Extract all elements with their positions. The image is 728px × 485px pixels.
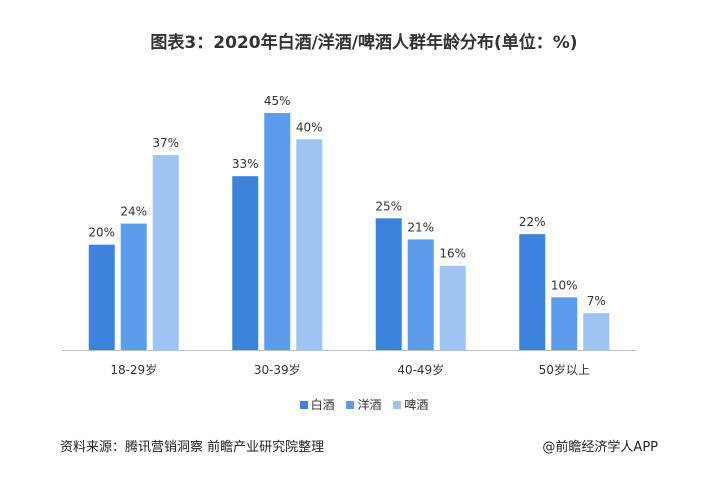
category-label: 40-49岁: [397, 362, 444, 377]
brand-credit: @前瞻经济学人APP: [542, 440, 658, 455]
legend-swatch: [393, 400, 402, 409]
value-labels-group: 20% 24% 37% 33% 45% 40% 25% 21% 16% 22% 10% 7%: [88, 94, 605, 308]
bar-baijiu-0: [88, 244, 115, 350]
bar-pijiu-2: [439, 265, 466, 350]
value-label: 21%: [407, 220, 434, 234]
source-note: 资料来源：腾讯营销洞察 前瞻产业研究院整理: [60, 440, 325, 455]
value-label: 24%: [120, 205, 147, 219]
legend-label: 白酒: [310, 398, 335, 412]
bar-baijiu-3: [519, 234, 546, 350]
value-label: 25%: [375, 199, 402, 213]
value-label: 10%: [551, 278, 578, 292]
bar-pijiu-1: [296, 139, 323, 350]
legend-swatch: [346, 400, 355, 409]
bar-yangjiu-1: [264, 113, 291, 350]
legend-label: 啤酒: [404, 398, 429, 412]
legend-swatch: [299, 400, 308, 409]
bars-group: [88, 113, 610, 350]
legend-item-yangjiu: 洋酒: [346, 396, 382, 413]
category-label: 50岁以上: [539, 362, 590, 377]
legend-item-baijiu: 白酒: [299, 396, 335, 413]
value-label: 33%: [232, 157, 259, 171]
bar-pijiu-0: [152, 155, 179, 350]
chart-title: 图表3：2020年白酒/洋酒/啤酒人群年龄分布(单位：%): [150, 33, 578, 53]
value-label: 20%: [88, 226, 115, 240]
bar-yangjiu-2: [407, 239, 434, 350]
category-label: 18-29岁: [110, 362, 157, 377]
value-label: 45%: [264, 94, 291, 108]
bar-baijiu-1: [232, 176, 259, 350]
category-labels-group: 18-29岁 30-39岁 40-49岁 50岁以上: [110, 362, 590, 377]
value-label: 16%: [439, 247, 466, 261]
bar-yangjiu-3: [551, 297, 578, 350]
legend-label: 洋酒: [357, 398, 382, 412]
value-label: 22%: [519, 215, 546, 229]
legend-item-pijiu: 啤酒: [393, 396, 428, 413]
category-label: 30-39岁: [254, 362, 301, 377]
value-label: 40%: [296, 120, 323, 134]
value-label: 7%: [587, 294, 606, 308]
bar-pijiu-3: [583, 313, 610, 350]
bar-chart: 20% 24% 37% 33% 45% 40% 25% 21% 16% 22% 10% 7% 18-2…: [62, 94, 636, 377]
bar-yangjiu-0: [120, 223, 147, 350]
value-label: 37%: [152, 136, 179, 150]
bar-baijiu-2: [375, 218, 402, 350]
legend: 白酒 洋酒 啤酒: [0, 396, 728, 413]
